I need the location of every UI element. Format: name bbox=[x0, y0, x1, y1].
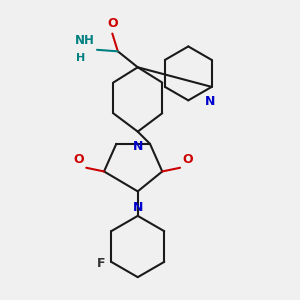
Text: O: O bbox=[182, 153, 193, 166]
Text: N: N bbox=[133, 201, 143, 214]
Text: N: N bbox=[133, 140, 143, 153]
Text: F: F bbox=[97, 257, 106, 270]
Text: NH: NH bbox=[75, 34, 94, 47]
Text: O: O bbox=[74, 153, 84, 166]
Text: O: O bbox=[107, 17, 118, 31]
Text: H: H bbox=[76, 53, 86, 64]
Text: N: N bbox=[205, 94, 215, 107]
